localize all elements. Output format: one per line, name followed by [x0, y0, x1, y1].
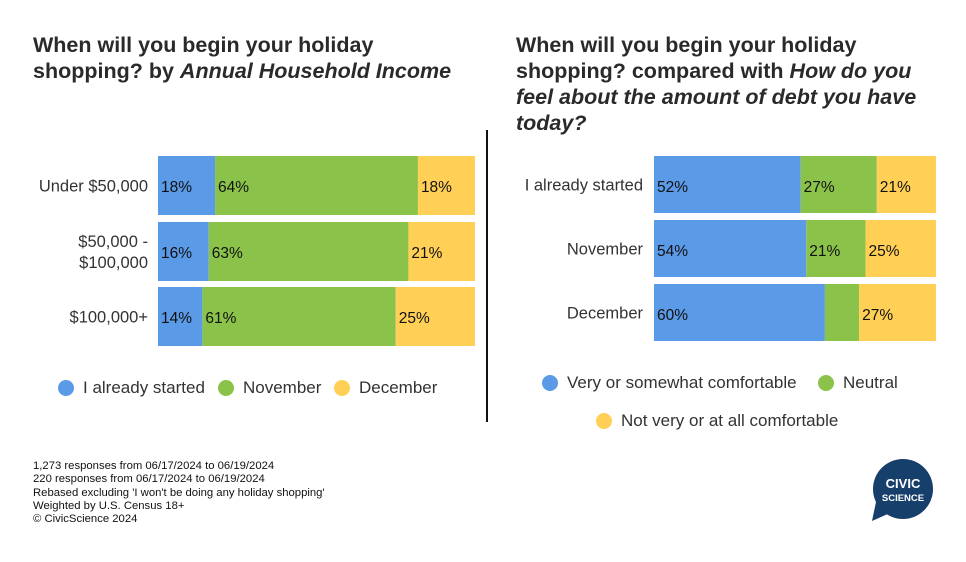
data-label: 18%: [161, 179, 192, 196]
category-label: December: [567, 305, 644, 323]
bar-segment: [208, 222, 409, 281]
chart-title-right: When will you begin your holiday shoppin…: [516, 33, 917, 135]
bar-segment: [859, 284, 936, 341]
data-label: 18%: [421, 179, 452, 196]
panel-divider: [486, 130, 488, 422]
data-label: 16%: [161, 245, 192, 262]
bar-segment: [158, 156, 216, 215]
legend-swatch: [542, 375, 558, 391]
bar-segment: [395, 287, 475, 346]
legend-swatch: [334, 380, 350, 396]
bar-segment: [865, 220, 936, 277]
chart-title-left: When will you begin your holiday shoppin…: [33, 33, 452, 83]
legend-swatch: [818, 375, 834, 391]
footnotes: 1,273 responses from 06/17/2024 to 06/19…: [33, 460, 325, 526]
footnote: 1,273 responses from 06/17/2024 to 06/19…: [33, 460, 275, 472]
data-label: 52%: [657, 179, 688, 196]
category-label: November: [567, 241, 644, 259]
legend-item: November: [218, 378, 321, 398]
bar-segment: [202, 287, 396, 346]
bar-segment: [876, 156, 936, 213]
data-label: 61%: [205, 310, 236, 327]
bar-segment: [408, 222, 475, 281]
bar-segment: [654, 156, 801, 213]
legend-label: Not very or at all comfortable: [621, 411, 839, 430]
data-label: 64%: [218, 179, 249, 196]
category-label: $50,000 -: [78, 233, 148, 251]
legend-item: Very or somewhat comfortable: [542, 373, 797, 393]
bar-segment: [654, 284, 825, 341]
legend-label: I already started: [83, 378, 205, 397]
bar-segment: [824, 284, 860, 341]
legend-item: I already started: [58, 378, 205, 398]
bar-segment: [215, 156, 418, 215]
legend-item: December: [334, 378, 437, 398]
footnote: Rebased excluding 'I won't be doing any …: [33, 486, 325, 499]
category-label: $100,000+: [70, 309, 148, 327]
data-label: 21%: [809, 243, 840, 260]
legend-item: Neutral: [818, 373, 898, 393]
bar-segment: [806, 220, 866, 277]
data-label: 27%: [862, 307, 893, 324]
data-label: 54%: [657, 243, 688, 260]
category-label: $100,000: [79, 254, 148, 272]
legend-label: Very or somewhat comfortable: [567, 373, 797, 392]
bar-segment: [654, 220, 807, 277]
data-label: 25%: [869, 243, 900, 260]
data-label: 25%: [399, 310, 430, 327]
bar-segment: [800, 156, 877, 213]
logo-text-line2: SCIENCE: [881, 493, 925, 504]
legend-item: Not very or at all comfortable: [596, 411, 838, 431]
data-label: 21%: [411, 245, 442, 262]
data-label: 60%: [657, 307, 688, 324]
category-label: Under $50,000: [39, 178, 148, 196]
legend-label: December: [359, 378, 438, 397]
legend-swatch: [218, 380, 234, 396]
bar-segment: [417, 156, 475, 215]
legend-label: November: [243, 378, 322, 397]
data-label: 27%: [804, 179, 835, 196]
legend-swatch: [596, 413, 612, 429]
data-label: 21%: [880, 179, 911, 196]
footnote: © CivicScience 2024: [33, 513, 138, 526]
logo-text-line1: CIVIC: [885, 476, 921, 491]
legend-swatch: [58, 380, 74, 396]
bar-segment: [158, 287, 203, 346]
footnote: 220 responses from 06/17/2024 to 06/19/2…: [33, 473, 265, 486]
footnote: Weighted by U.S. Census 18+: [33, 499, 185, 512]
category-label: I already started: [525, 177, 643, 195]
data-label: 14%: [161, 310, 192, 327]
legend-label: Neutral: [843, 373, 898, 392]
bar-segment: [158, 222, 209, 281]
civicscience-logo-icon: [872, 459, 933, 521]
data-label: 63%: [212, 245, 243, 262]
